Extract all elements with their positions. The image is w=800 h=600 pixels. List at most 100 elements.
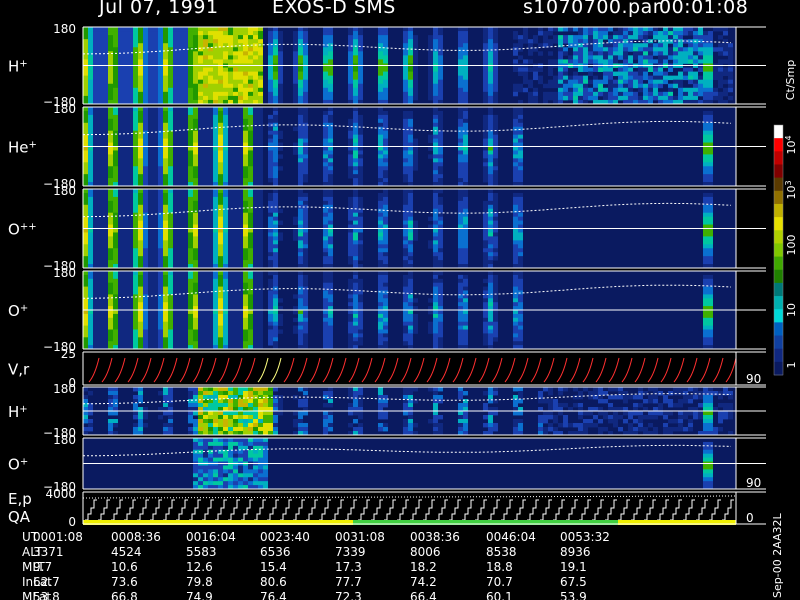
spectrogram-cell	[153, 170, 158, 175]
spectrogram-cell	[228, 329, 233, 334]
spectrogram-cell	[218, 146, 223, 151]
spectrogram-cell	[198, 27, 203, 32]
spectrogram-cell	[213, 260, 218, 265]
spectrogram-cell	[683, 51, 688, 56]
spectrogram-cell	[153, 313, 158, 319]
spectrogram-cell	[83, 264, 88, 269]
spectrogram-cell	[138, 200, 143, 206]
spectrogram-cell	[83, 228, 88, 233]
spectrogram-cell	[378, 260, 383, 265]
spectrogram-cell	[323, 240, 328, 245]
spectrogram-cell	[328, 248, 333, 253]
spectrogram-cell	[218, 182, 223, 187]
spectrogram-cell	[128, 39, 133, 44]
spectrogram-cell	[243, 278, 248, 284]
spectrogram-cell	[223, 43, 228, 48]
spectrogram-cell	[273, 189, 278, 194]
spectrogram-cell	[278, 321, 283, 326]
spectrogram-cell	[518, 162, 523, 167]
spectrogram-cell	[378, 192, 383, 198]
spectrogram-cell	[458, 189, 463, 194]
spectrogram-cell	[383, 47, 388, 52]
spectrogram-cell	[153, 260, 158, 265]
spectrogram-cell	[98, 43, 103, 48]
spectrogram-cell	[83, 67, 88, 72]
spectrogram-cell	[573, 55, 578, 60]
spectrogram-cell	[238, 192, 243, 198]
spectrogram-cell	[188, 278, 193, 284]
spectrogram-cell	[223, 294, 228, 299]
spectrogram-cell	[138, 91, 143, 97]
spectrogram-cell	[233, 110, 238, 116]
spectrogram-cell	[413, 150, 418, 155]
spectrogram-cell	[188, 333, 193, 338]
spectrogram-cell	[133, 118, 138, 124]
spectrogram-cell	[133, 182, 138, 187]
spectrogram-cell	[103, 321, 108, 326]
spectrogram-cell	[328, 55, 333, 60]
spectrogram-cell	[218, 337, 223, 342]
spectrogram-cell	[193, 43, 198, 48]
spectrogram-cell	[173, 282, 178, 287]
spectrogram-cell	[628, 87, 633, 93]
spectrogram-cell	[168, 75, 173, 81]
spectrogram-cell	[568, 75, 573, 81]
spectrogram-cell	[193, 35, 198, 40]
spectrogram-cell	[88, 252, 93, 257]
spectrogram-cell	[243, 122, 248, 128]
spectrogram-cell	[93, 196, 98, 202]
spectrogram-cell	[118, 317, 123, 323]
spectrogram-cell	[128, 122, 133, 128]
spectrogram-cell	[578, 79, 583, 85]
spectrogram-cell	[378, 27, 383, 32]
spectrogram-cell	[163, 162, 168, 167]
spectrogram-cell	[218, 35, 223, 40]
spectrogram-cell	[483, 27, 488, 32]
spectrogram-cell	[128, 306, 133, 311]
spectrogram-cell	[193, 146, 198, 151]
spectrogram-cell	[413, 138, 418, 143]
spectrogram-cell	[128, 134, 133, 139]
spectrogram-cell	[108, 150, 113, 155]
spectrogram-cell	[703, 178, 708, 183]
spectrogram-cell	[688, 75, 693, 81]
spectrogram-cell	[253, 83, 258, 89]
spectrogram-cell	[258, 341, 263, 346]
spectrogram-cell	[238, 130, 243, 136]
spectrogram-cell	[113, 79, 118, 85]
spectrogram-cell	[223, 274, 228, 280]
spectrogram-cell	[163, 126, 168, 132]
spectrogram-cell	[273, 146, 278, 151]
spectrogram-cell	[483, 220, 488, 225]
spectrogram-cell	[88, 282, 93, 287]
spectrogram-cell	[303, 260, 308, 265]
spectrogram-cell	[143, 345, 148, 350]
spectrogram-cell	[273, 51, 278, 56]
spectrogram-cell	[493, 252, 498, 257]
spectrogram-cell	[403, 236, 408, 241]
spectrogram-cell	[148, 189, 153, 194]
spectrogram-cell	[638, 67, 643, 72]
spectrogram-cell	[233, 75, 238, 81]
spectrogram-cell	[278, 313, 283, 319]
spectrogram-cell	[173, 71, 178, 77]
spectrogram-cell	[233, 91, 238, 97]
spectrogram-cell	[248, 114, 253, 120]
spectrogram-cell	[378, 150, 383, 155]
spectrogram-cell	[168, 337, 173, 342]
spectrogram-cell	[163, 286, 168, 291]
spectrogram-cell	[253, 252, 258, 257]
spectrogram-cell	[148, 306, 153, 311]
spectrogram-cell	[408, 244, 413, 249]
spectrogram-cell	[348, 134, 353, 139]
spectrogram-cell	[168, 126, 173, 132]
spectrogram-cell	[458, 252, 463, 257]
spectrogram-cell	[703, 91, 708, 97]
spectrogram-cell	[303, 126, 308, 132]
spectrogram-cell	[233, 208, 238, 214]
spectrogram-cell	[208, 294, 213, 299]
spectrogram-cell	[243, 126, 248, 132]
spectrogram-cell	[208, 67, 213, 72]
spectrogram-cell	[493, 228, 498, 233]
spectrogram-cell	[408, 122, 413, 128]
